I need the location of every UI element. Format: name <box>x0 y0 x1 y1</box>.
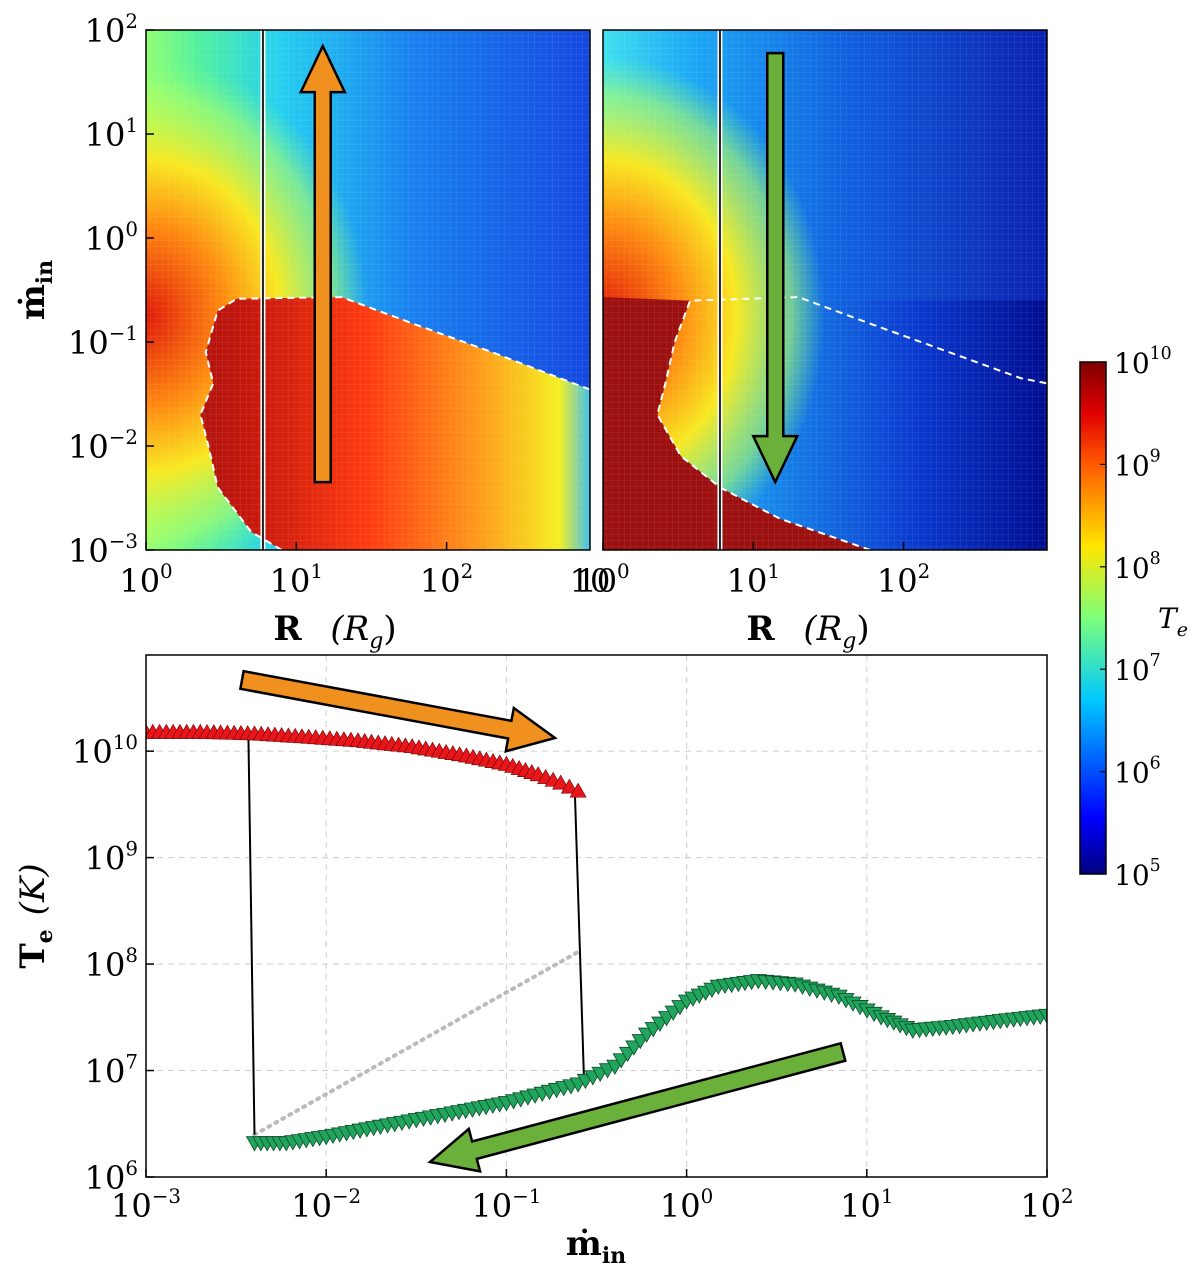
scatter-arrow-left <box>427 1041 847 1173</box>
y-tick-label: 101 <box>85 114 138 154</box>
x-tick-label: 10 <box>570 562 611 600</box>
y-tick-label: 109 <box>85 838 138 878</box>
x-tick-label: 101 <box>270 560 323 600</box>
unstable-branch-dotted <box>252 949 581 1137</box>
x-tick-label: 100 <box>576 560 629 600</box>
heatmap-left-y-ticks: 10−3 10−2 10−1 100 101 102 <box>68 10 154 570</box>
y-tick-label: 108 <box>85 944 138 984</box>
hot-branch-marker <box>560 778 578 794</box>
x-tick-label: 102 <box>877 560 930 600</box>
scatter-arrow-right <box>238 669 558 754</box>
heatmap-left-frame <box>145 29 591 551</box>
heatmap-right-frame <box>602 29 1048 551</box>
colorbar-label: Te <box>1158 602 1188 641</box>
colorbar-tick-label: 105 <box>1114 856 1161 892</box>
colorbar-tick-label: 107 <box>1114 651 1161 687</box>
x-tick-label: 100 <box>119 560 172 600</box>
cold-branch-marker <box>1038 1008 1047 1025</box>
x-tick-label: 10−2 <box>291 1185 361 1225</box>
scatter-y-ticks: 106 107 108 109 1010 <box>72 731 154 1197</box>
colorbar-ticks: 1010 109 108 107 106 105 <box>1100 344 1172 892</box>
x-tick-label: 102 <box>1020 1185 1073 1225</box>
heatmap-left-x-ticks: 100 101 102 10 <box>119 542 610 600</box>
heatmap-right <box>603 30 1047 550</box>
y-tick-label: 10−1 <box>68 322 138 362</box>
transition-line-high <box>573 793 586 1084</box>
colorbar: 1010 109 108 107 106 105 Te <box>1079 344 1188 892</box>
colorbar-gradient <box>1079 361 1107 875</box>
colorbar-tick-label: 106 <box>1114 754 1161 790</box>
y-tick-label: 10−3 <box>68 530 138 570</box>
hot-branch-marker <box>569 782 587 798</box>
transition-line-low <box>247 733 256 1135</box>
cold-branch-series <box>245 974 1047 1152</box>
colorbar-tick-label: 1010 <box>1114 344 1172 380</box>
heatmap-right-arrow-down <box>751 51 800 485</box>
heatmap-left-arrow-up <box>298 43 347 484</box>
hot-branch-marker <box>552 774 570 790</box>
hot-branch-series <box>146 723 587 798</box>
heatmap-right-xlabel: R (Rg) <box>746 609 869 654</box>
heatmap-right-boundary <box>656 296 1047 550</box>
scatter-ylabel: Te(K) <box>13 863 58 968</box>
x-tick-label: 101 <box>727 560 780 600</box>
x-tick-label: 100 <box>660 1185 713 1225</box>
scatter-xlabel: ṁin <box>566 1224 626 1269</box>
y-tick-label: 106 <box>85 1157 138 1197</box>
x-tick-label: 10−1 <box>471 1185 541 1225</box>
y-tick-label: 1010 <box>72 731 138 771</box>
y-tick-label: 102 <box>85 10 138 50</box>
heatmap-left-boundary <box>199 296 590 550</box>
heatmap-right-x-ticks: 100 101 102 <box>576 542 930 600</box>
scatter-frame <box>145 654 1048 1178</box>
heatmap-ylabel: ṁin <box>13 260 58 320</box>
heatmap-left <box>146 30 590 550</box>
colorbar-tick-label: 108 <box>1114 549 1161 585</box>
y-tick-label: 107 <box>85 1051 138 1091</box>
scatter-panel: 106 107 108 109 1010 10−3 10−2 10−1 100 101 102 <box>72 654 1074 1225</box>
y-tick-label: 10−2 <box>68 426 138 466</box>
colorbar-tick-label: 109 <box>1114 446 1161 482</box>
x-tick-label: 102 <box>420 560 473 600</box>
y-tick-label: 100 <box>85 218 138 258</box>
scatter-x-ticks: 10−3 10−2 10−1 100 101 102 <box>111 1169 1074 1225</box>
x-tick-label: 101 <box>840 1185 893 1225</box>
heatmap-left-xlabel: R (Rg) <box>273 609 396 654</box>
x-tick-label: 10−3 <box>111 1185 181 1225</box>
